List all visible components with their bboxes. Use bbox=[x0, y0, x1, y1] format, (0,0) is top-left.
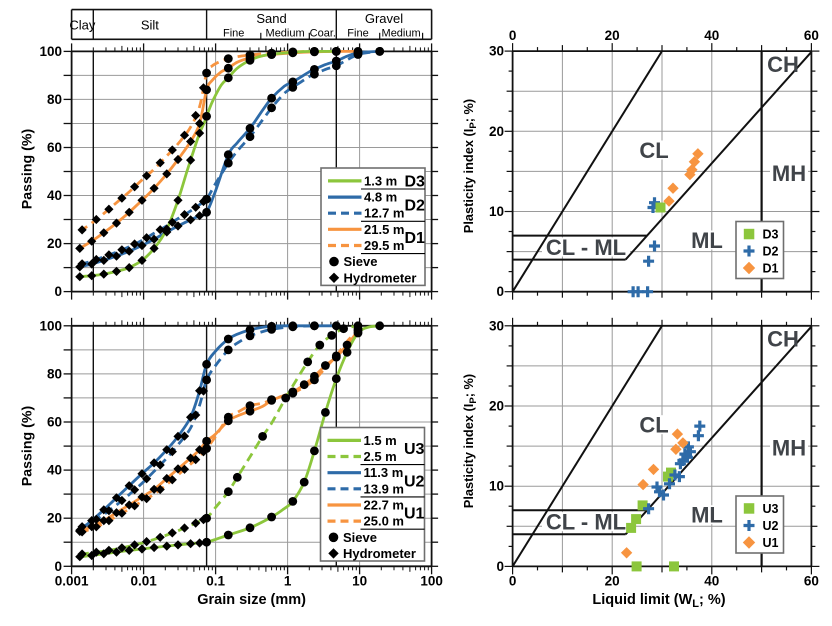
svg-text:Hydrometer: Hydrometer bbox=[343, 546, 416, 561]
svg-text:CH: CH bbox=[767, 52, 799, 77]
svg-text:Fine: Fine bbox=[347, 28, 368, 40]
svg-text:CH: CH bbox=[767, 327, 799, 352]
svg-text:40: 40 bbox=[47, 463, 62, 478]
svg-text:10: 10 bbox=[352, 574, 367, 589]
svg-text:10: 10 bbox=[489, 204, 504, 219]
svg-text:Sieve: Sieve bbox=[344, 254, 378, 269]
svg-text:U1: U1 bbox=[404, 506, 425, 523]
svg-text:U2: U2 bbox=[763, 519, 779, 533]
svg-text:22.7 m: 22.7 m bbox=[364, 498, 404, 513]
svg-text:D2: D2 bbox=[763, 245, 779, 259]
svg-text:Medium: Medium bbox=[382, 28, 421, 40]
svg-text:Sand: Sand bbox=[256, 11, 286, 26]
svg-text:1: 1 bbox=[284, 574, 292, 589]
svg-text:CL - ML: CL - ML bbox=[546, 510, 626, 535]
svg-text:Sieve: Sieve bbox=[343, 530, 377, 545]
svg-text:21.5 m: 21.5 m bbox=[364, 222, 404, 237]
svg-text:60: 60 bbox=[804, 574, 819, 589]
svg-text:40: 40 bbox=[704, 28, 719, 43]
svg-text:0.01: 0.01 bbox=[130, 574, 157, 589]
svg-text:D1: D1 bbox=[405, 230, 426, 247]
svg-text:20: 20 bbox=[489, 399, 504, 414]
svg-text:Plasticity index (IP; %): Plasticity index (IP; %) bbox=[461, 99, 479, 233]
svg-text:ML: ML bbox=[691, 503, 723, 528]
svg-text:100: 100 bbox=[39, 318, 62, 333]
svg-text:25.0 m: 25.0 m bbox=[364, 514, 404, 529]
svg-text:MH: MH bbox=[772, 161, 806, 186]
svg-text:0.001: 0.001 bbox=[55, 574, 89, 589]
svg-text:D3: D3 bbox=[405, 173, 426, 190]
svg-text:Gravel: Gravel bbox=[365, 11, 403, 26]
svg-text:0: 0 bbox=[54, 559, 62, 574]
svg-text:Silt: Silt bbox=[141, 18, 159, 33]
svg-text:40: 40 bbox=[47, 188, 62, 203]
svg-text:12.7 m: 12.7 m bbox=[364, 206, 404, 221]
svg-text:2.5 m: 2.5 m bbox=[364, 449, 397, 464]
svg-text:1.5 m: 1.5 m bbox=[364, 433, 397, 448]
svg-text:Medium: Medium bbox=[266, 28, 305, 40]
svg-text:4.8 m: 4.8 m bbox=[364, 190, 397, 205]
svg-text:U1: U1 bbox=[763, 536, 779, 550]
svg-text:CL - ML: CL - ML bbox=[546, 235, 626, 260]
svg-text:D1: D1 bbox=[763, 262, 779, 276]
svg-text:0: 0 bbox=[509, 574, 517, 589]
svg-text:0: 0 bbox=[496, 284, 504, 299]
svg-text:20: 20 bbox=[605, 574, 620, 589]
svg-text:80: 80 bbox=[47, 366, 62, 381]
svg-text:CL: CL bbox=[639, 413, 668, 438]
svg-text:Liquid limit (WL; %): Liquid limit (WL; %) bbox=[592, 592, 725, 610]
svg-text:Passing (%): Passing (%) bbox=[19, 129, 35, 210]
svg-text:U2: U2 bbox=[404, 473, 425, 490]
svg-text:0.1: 0.1 bbox=[206, 574, 225, 589]
svg-text:0: 0 bbox=[54, 284, 62, 299]
svg-text:20: 20 bbox=[47, 236, 62, 251]
svg-text:80: 80 bbox=[47, 92, 62, 107]
svg-text:Grain size (mm): Grain size (mm) bbox=[197, 592, 306, 608]
svg-text:Clay: Clay bbox=[69, 18, 96, 33]
svg-text:U3: U3 bbox=[763, 502, 779, 516]
svg-text:Coar.: Coar. bbox=[310, 28, 336, 40]
svg-text:30: 30 bbox=[489, 44, 504, 59]
svg-text:20: 20 bbox=[489, 124, 504, 139]
svg-text:MH: MH bbox=[772, 436, 806, 461]
svg-text:60: 60 bbox=[47, 415, 62, 430]
svg-text:CL: CL bbox=[639, 138, 668, 163]
svg-text:1.3 m: 1.3 m bbox=[364, 173, 397, 188]
svg-text:D3: D3 bbox=[763, 228, 779, 242]
svg-text:13.9 m: 13.9 m bbox=[364, 481, 404, 496]
svg-text:Passing (%): Passing (%) bbox=[19, 406, 35, 487]
svg-text:11.3 m: 11.3 m bbox=[364, 465, 404, 480]
svg-text:D2: D2 bbox=[405, 198, 426, 215]
svg-text:0: 0 bbox=[509, 28, 517, 43]
svg-text:0: 0 bbox=[496, 559, 504, 574]
svg-text:Hydrometer: Hydrometer bbox=[344, 270, 417, 285]
svg-text:60: 60 bbox=[47, 140, 62, 155]
svg-text:10: 10 bbox=[489, 479, 504, 494]
svg-text:Plasticity index (IP; %): Plasticity index (IP; %) bbox=[461, 374, 479, 508]
svg-text:100: 100 bbox=[39, 44, 62, 59]
svg-text:ML: ML bbox=[691, 228, 723, 253]
svg-text:20: 20 bbox=[605, 28, 620, 43]
svg-text:20: 20 bbox=[47, 511, 62, 526]
svg-text:30: 30 bbox=[489, 318, 504, 333]
svg-text:100: 100 bbox=[420, 574, 443, 589]
svg-text:29.5 m: 29.5 m bbox=[364, 238, 404, 253]
svg-text:60: 60 bbox=[804, 28, 819, 43]
svg-text:Fine: Fine bbox=[223, 28, 244, 40]
svg-text:U3: U3 bbox=[404, 441, 425, 458]
svg-text:40: 40 bbox=[704, 574, 719, 589]
